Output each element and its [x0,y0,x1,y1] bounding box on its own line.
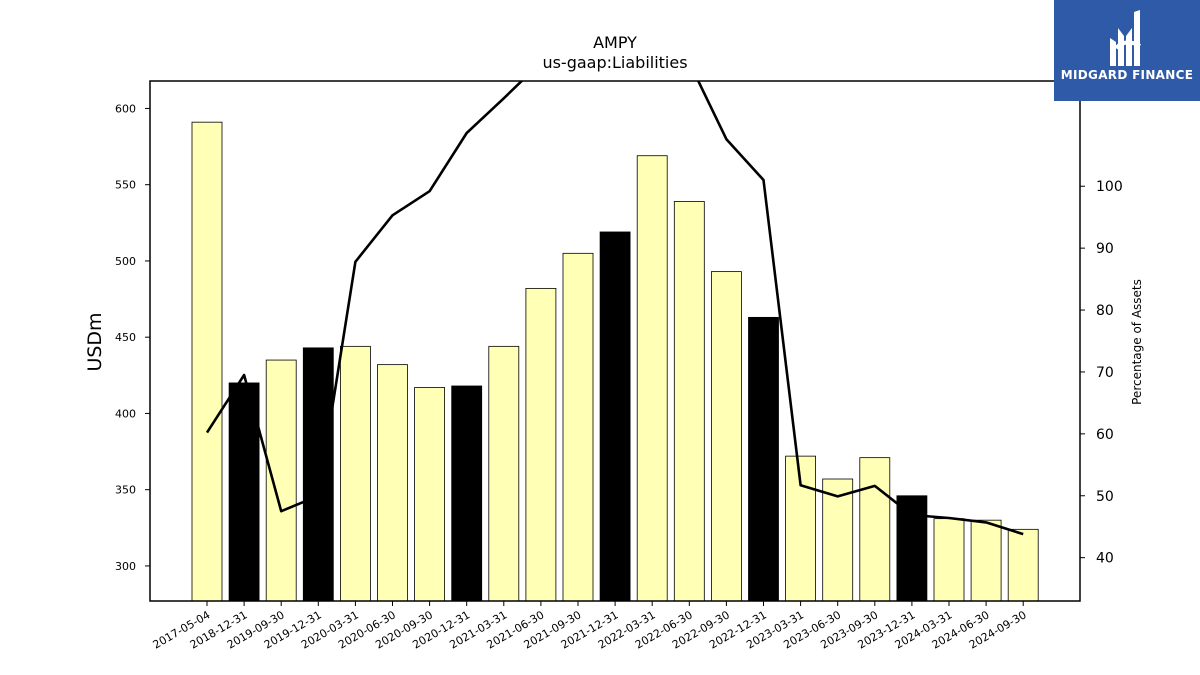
y-tick-label: 450 [115,331,136,344]
line-series [205,81,1024,536]
bar-2021-03-31 [488,345,520,602]
y-tick-label: 500 [115,255,136,268]
bar-2019-09-30 [265,359,297,602]
bar-2024-06-30 [970,519,1002,602]
y2-tick-label: 60 [1096,427,1114,443]
bar-2021-09-30 [562,252,594,602]
y2-tick-label: 90 [1096,241,1114,257]
bar-2022-09-30 [711,271,742,602]
bar-series [191,121,1039,602]
y-tick-label: 550 [115,179,136,192]
y2-axis-label: Percentage of Assets [1130,279,1144,405]
bar-2024-09-30 [1007,528,1039,602]
bar-2024-03-31 [933,518,965,602]
y-tick-label: 400 [115,407,136,420]
bar-2021-06-30 [525,287,557,602]
y-tick-label: 350 [115,484,136,497]
percentage-line [205,81,1024,536]
midgard-logo-icon [1110,10,1141,66]
y-tick-label: 600 [115,102,136,115]
bar-2017-05-04 [191,121,223,602]
bar-2020-12-31 [451,385,483,602]
chart-title: AMPY [593,33,637,52]
brand-name: MIDGARD FINANCE [1060,68,1194,82]
bar-2022-03-31 [636,155,668,602]
y2-tick-label: 100 [1096,179,1123,195]
bar-2020-03-31 [339,345,371,602]
bar-2023-09-30 [859,457,891,602]
bar-2020-06-30 [377,364,408,602]
bar-2022-12-31 [748,316,779,602]
bar-2021-12-31 [599,231,631,602]
bar-2023-06-30 [822,478,854,602]
y2-tick-label: 40 [1096,551,1114,567]
bar-2019-12-31 [302,347,334,602]
bar-2022-06-30 [673,201,705,602]
bar-2023-12-31 [896,495,928,602]
bar-2018-12-31 [228,382,260,602]
y2-tick-label: 80 [1096,303,1114,319]
bar-2020-09-30 [414,387,446,602]
chart-subtitle: us-gaap:Liabilities [542,53,687,72]
brand-logo: MIDGARD FINANCE [1054,0,1200,101]
y-axis-label: USDm [84,312,106,371]
y2-tick-label: 50 [1096,489,1114,505]
y2-tick-label: 70 [1096,365,1114,381]
y-tick-label: 300 [115,560,136,573]
